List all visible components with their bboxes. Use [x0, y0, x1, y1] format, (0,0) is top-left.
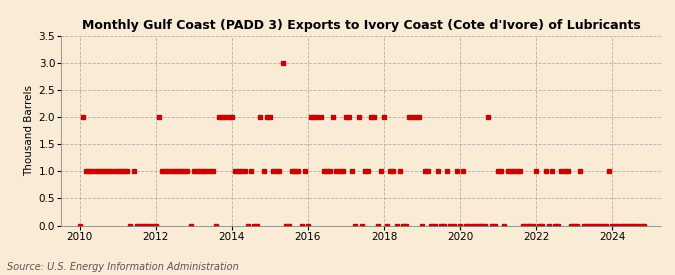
Title: Monthly Gulf Coast (PADD 3) Exports to Ivory Coast (Cote d'Ivore) of Lubricants: Monthly Gulf Coast (PADD 3) Exports to I… — [82, 19, 641, 32]
Text: Source: U.S. Energy Information Administration: Source: U.S. Energy Information Administ… — [7, 262, 238, 272]
Y-axis label: Thousand Barrels: Thousand Barrels — [24, 85, 34, 176]
